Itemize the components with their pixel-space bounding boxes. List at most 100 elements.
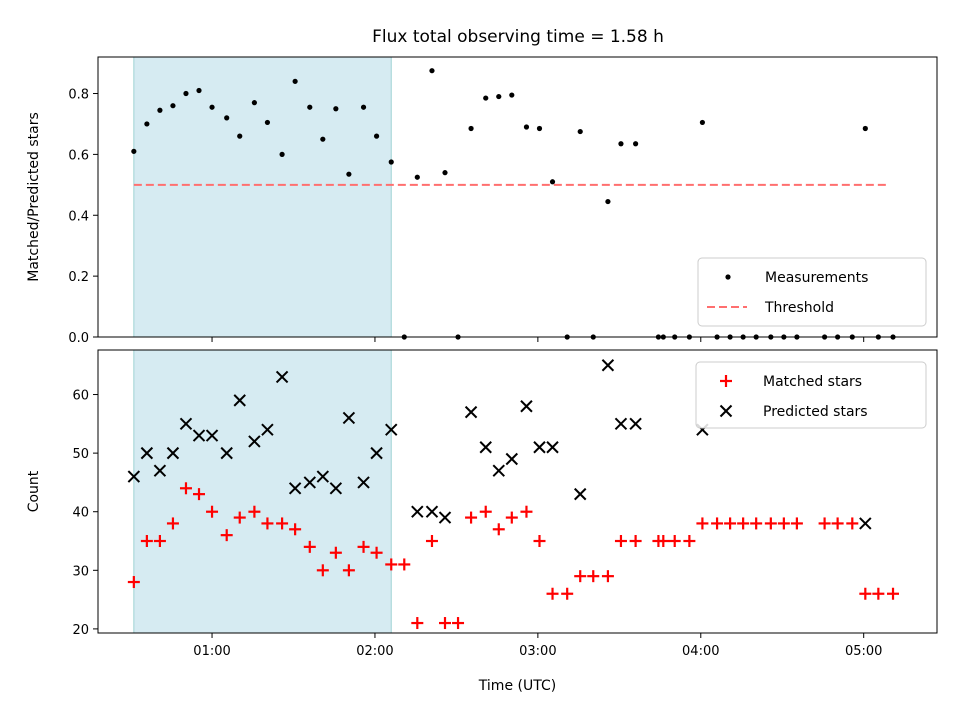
matched-stars-point <box>439 617 452 630</box>
y-tick-label: 0.2 <box>68 270 89 285</box>
matched-stars-point <box>546 587 559 600</box>
predicted-stars-point <box>601 359 615 372</box>
measurements-point <box>251 100 257 106</box>
bottom-x-ticks: 01:00 02:00 03:00 04:00 05:00 <box>193 633 882 659</box>
bottom-panel: 01:00 02:00 03:00 04:00 05:00 20 30 40 50 60 Cou… <box>26 349 938 694</box>
matched-stars-point <box>737 517 750 530</box>
bottom-axes-frame <box>97 349 938 634</box>
measurements-point <box>414 174 420 180</box>
top-axes-frame <box>97 56 938 338</box>
matched-stars-point <box>452 617 465 630</box>
predicted-stars-point <box>520 400 533 413</box>
matched-stars-point <box>574 570 587 583</box>
legend-frame <box>697 257 927 327</box>
measurements-point <box>483 95 489 101</box>
matched-stars-point <box>492 523 505 536</box>
chart-title: Flux total observing time = 1.58 h <box>372 27 664 47</box>
matched-stars-point <box>289 523 302 536</box>
matched-stars-point <box>711 517 724 530</box>
matched-stars-point <box>887 587 900 600</box>
matched-stars-point <box>398 558 411 571</box>
predicted-stars-point <box>166 446 180 460</box>
matched-stars-point <box>179 482 192 495</box>
x-tick-label: 04:00 <box>682 644 719 659</box>
predicted-stars-point <box>275 370 289 384</box>
matched-stars-point <box>683 535 696 548</box>
matched-stars-point <box>425 535 438 548</box>
matched-stars-point <box>587 570 600 583</box>
measurements-point <box>605 198 611 205</box>
predicted-stars-point <box>479 441 492 454</box>
measurements-point <box>388 159 394 165</box>
legend-matched-stars-label: Matched stars <box>763 374 862 390</box>
predicted-stars-point <box>261 423 274 436</box>
bottom-marks <box>127 359 900 630</box>
predicted-stars-point <box>316 470 330 483</box>
matched-stars-point <box>479 505 492 518</box>
matched-stars-point <box>696 517 709 530</box>
predicted-stars-point <box>127 470 141 483</box>
matched-stars-point <box>601 570 614 583</box>
measurements-point <box>183 90 189 97</box>
bottom-shaded-span <box>133 349 392 634</box>
matched-stars-point <box>533 535 546 548</box>
y-tick-label: 0.4 <box>68 209 89 224</box>
measurements-point <box>209 104 215 110</box>
y-tick-label: 20 <box>72 623 89 638</box>
measurements-point <box>170 103 176 109</box>
matched-stars-point <box>233 511 246 524</box>
measurements-point <box>699 119 706 126</box>
legend-threshold-label: Threshold <box>764 300 834 316</box>
matched-stars-point <box>520 505 533 518</box>
x-axis-label: Time (UTC) <box>478 678 556 694</box>
predicted-stars-point <box>248 435 261 448</box>
matched-stars-point <box>248 505 261 518</box>
predicted-stars-point <box>192 429 206 442</box>
predicted-stars-point <box>329 482 343 495</box>
predicted-stars-point <box>505 452 519 466</box>
matched-stars-point <box>303 540 316 553</box>
top-legend: Measurements Threshold <box>697 257 927 327</box>
matched-stars-point <box>724 517 737 530</box>
matched-stars-point <box>764 517 777 530</box>
measurements-point <box>237 133 243 139</box>
matched-stars-point <box>831 517 844 530</box>
measurements-point <box>196 87 202 94</box>
predicted-stars-point <box>220 446 233 460</box>
matched-stars-point <box>261 517 274 530</box>
measurements-point <box>279 151 285 157</box>
matched-stars-point <box>657 535 670 548</box>
predicted-stars-point <box>464 405 478 419</box>
measurements-point <box>320 136 326 142</box>
y-tick-label: 0.8 <box>68 88 89 103</box>
predicted-stars-point <box>233 394 246 407</box>
measurements-point <box>373 133 380 139</box>
matched-stars-point <box>614 535 627 548</box>
measurements-point <box>536 125 543 132</box>
predicted-stars-point <box>492 464 505 477</box>
top-shaded-span <box>133 56 392 338</box>
matched-stars-point <box>668 535 681 548</box>
measurements-point <box>496 93 502 100</box>
top-y-ticks: 0.0 0.2 0.4 0.6 0.8 <box>68 88 98 346</box>
legend-measurements-label: Measurements <box>765 270 868 286</box>
predicted-stars-point <box>153 464 167 477</box>
measurements-point <box>224 115 230 121</box>
matched-stars-point <box>629 535 642 548</box>
matched-stars-point <box>818 517 831 530</box>
matched-stars-point <box>385 558 398 571</box>
measurements-point <box>292 78 298 84</box>
predicted-stars-point <box>533 441 546 454</box>
predicted-stars-point <box>357 476 370 489</box>
matched-stars-point <box>357 540 370 553</box>
matched-stars-point <box>153 535 166 548</box>
measurements-point <box>346 171 352 177</box>
matched-stars-point <box>872 587 885 600</box>
measurements-point <box>429 68 435 74</box>
predicted-stars-point <box>303 476 316 489</box>
y-tick-label: 0.0 <box>68 331 89 346</box>
y-tick-label: 60 <box>72 389 89 404</box>
top-y-axis-label: Matched/Predicted stars <box>26 112 42 282</box>
predicted-stars-point <box>859 517 872 530</box>
